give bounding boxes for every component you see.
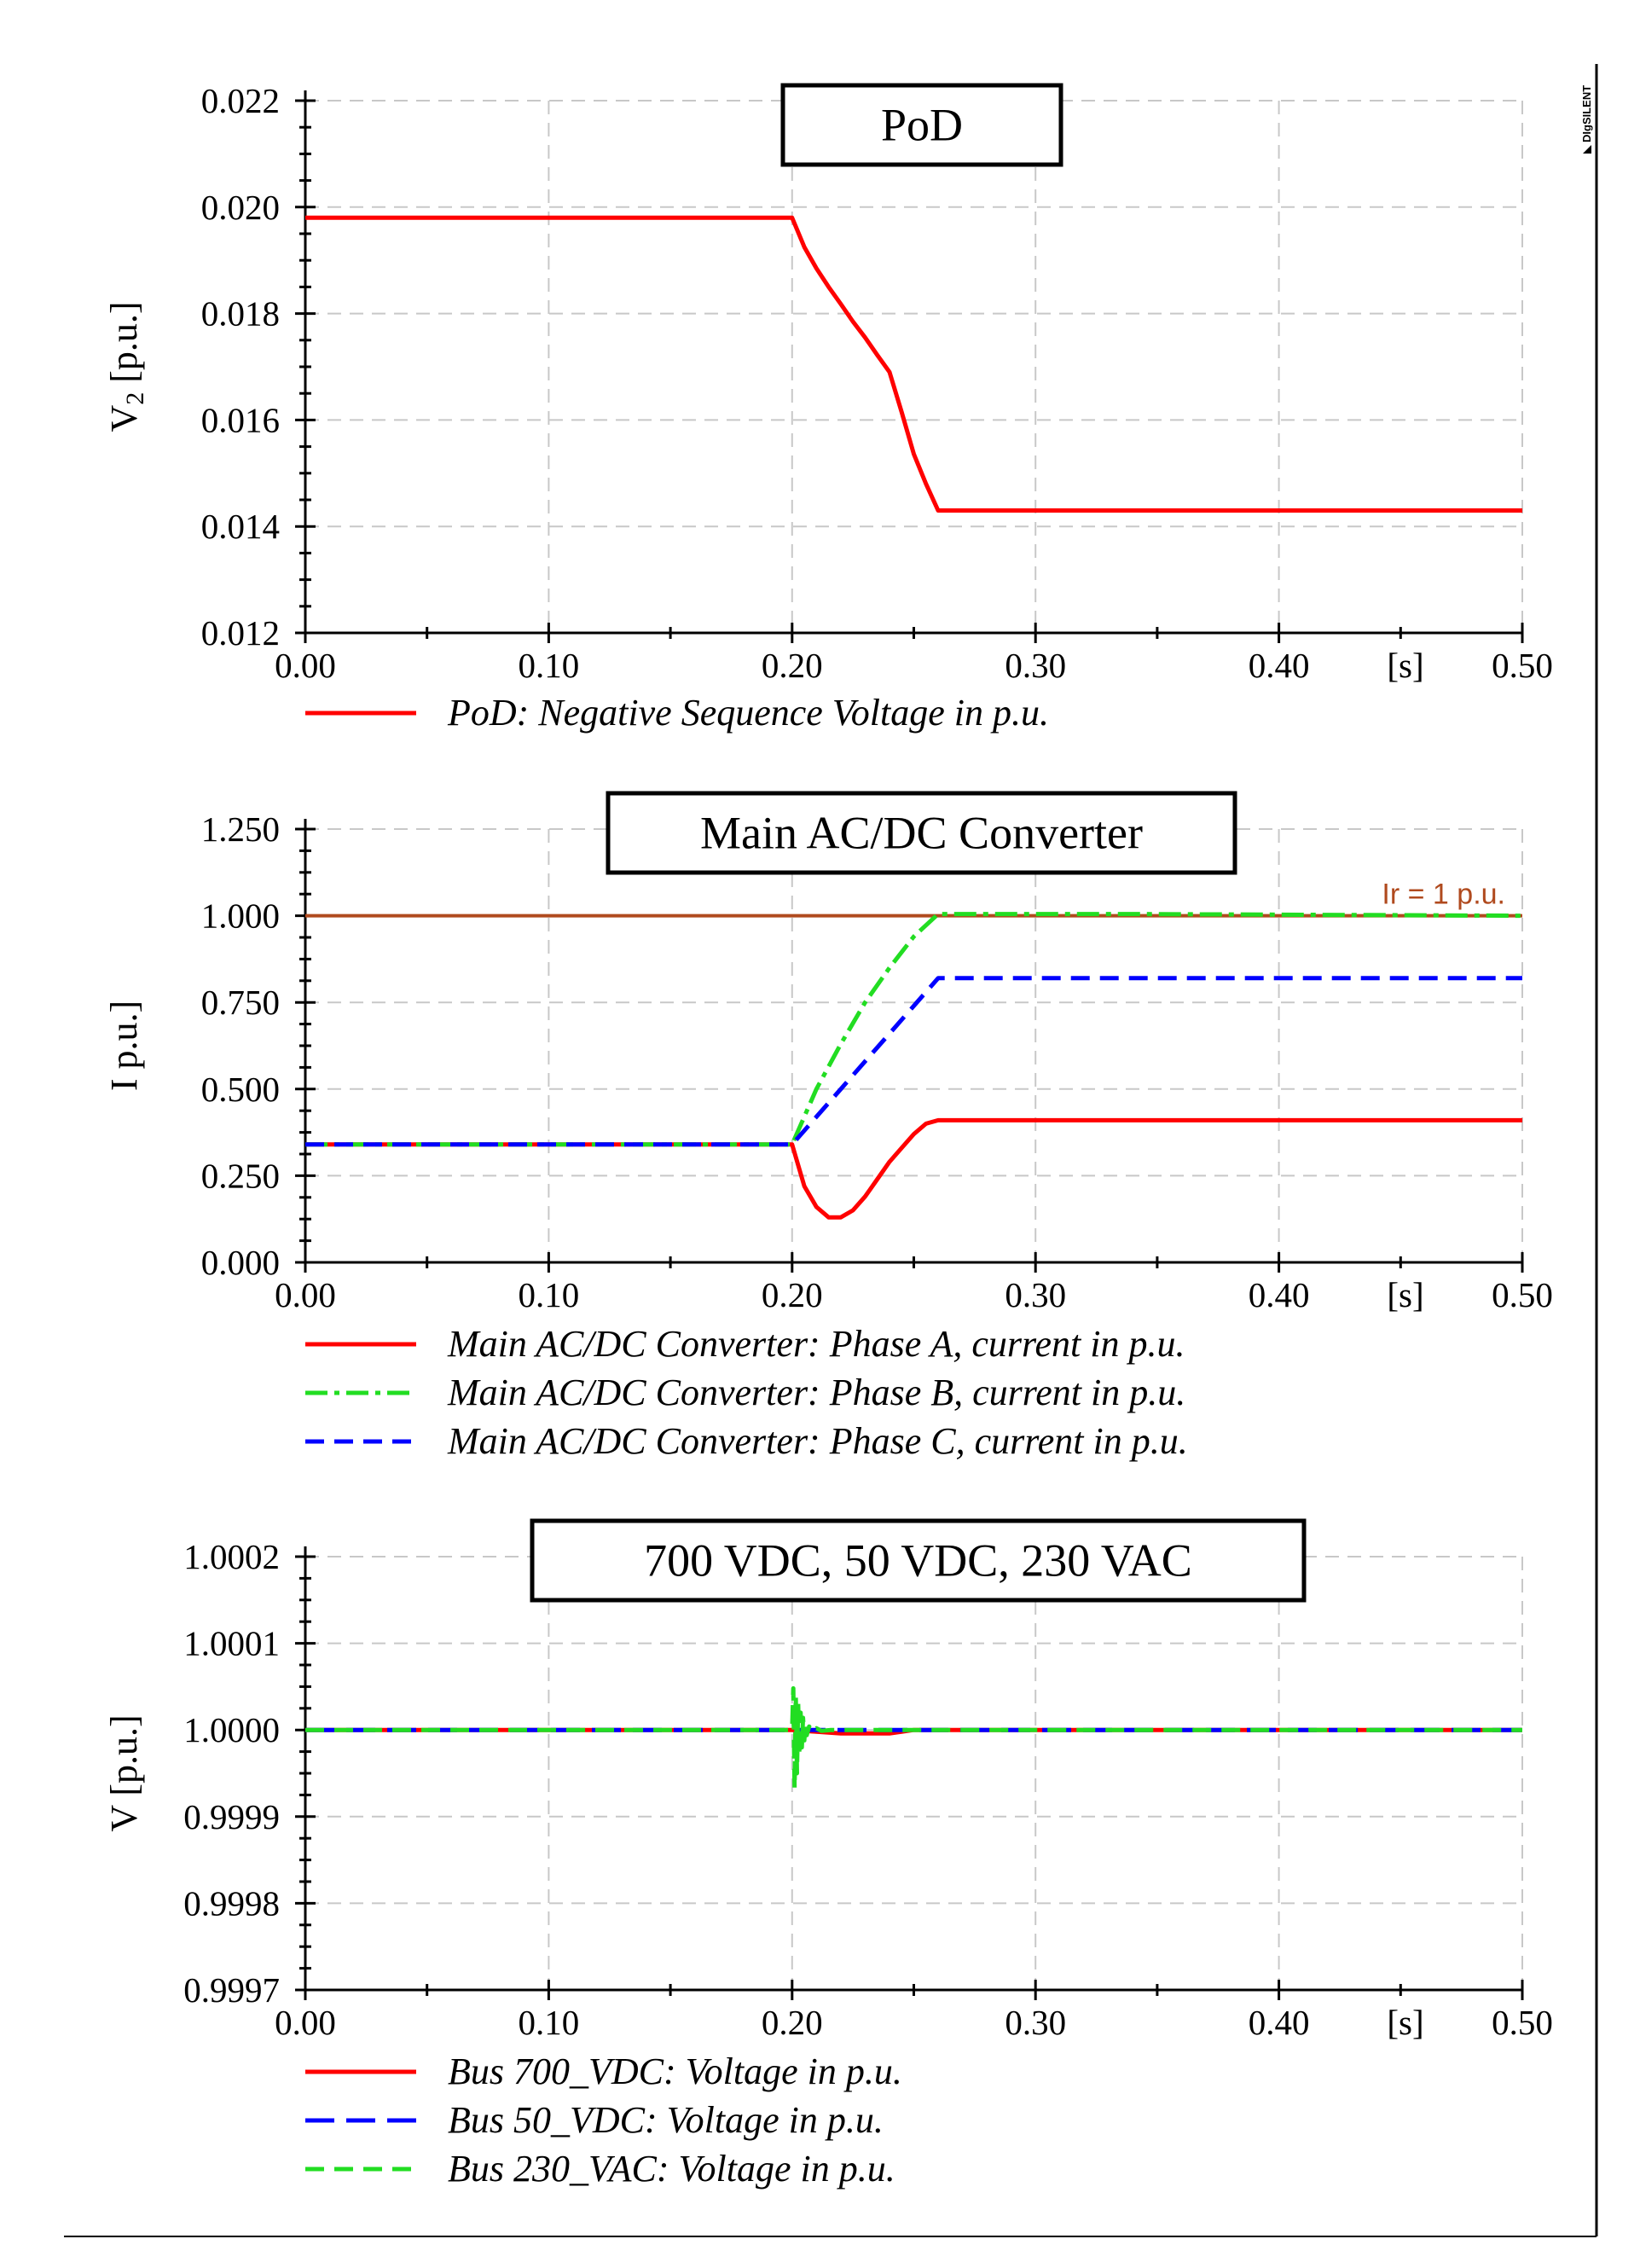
y-axis-label-main: I p.u.] (103, 1001, 145, 1091)
logo-text: DIgSILENT (1580, 85, 1593, 142)
y-tick-label: 0.250 (201, 1156, 280, 1195)
chart-title: 700 VDC, 50 VDC, 230 VAC (644, 1535, 1192, 1586)
y-axis-label: I p.u.] (103, 1001, 145, 1091)
y-tick-label: 0.9998 (183, 1883, 280, 1923)
chart-title: Main AC/DC Converter (700, 808, 1143, 859)
logo-triangle-icon (1583, 145, 1591, 154)
y-axis-label-subscript: 2 (121, 392, 149, 405)
y-axis-label: V [p.u.] (103, 1714, 145, 1831)
series-line-3 (305, 1685, 1522, 1791)
chart-panel-converter: 0.000 0.250 0.500 0.750 1.000 1.250 0.00 0.10 0.… (103, 791, 1553, 1462)
chart-title-box (606, 791, 1237, 875)
x-axis-label: [s] (1387, 2003, 1423, 2042)
y-tick-label: 1.0002 (183, 1537, 280, 1576)
reference-line-label: Ir = 1 p.u. (1382, 879, 1505, 911)
legend-entry-3: Main AC/DC Converter: Phase C, current i… (447, 1420, 1188, 1462)
x-tick-label: 0.20 (762, 1275, 823, 1314)
y-tick-label: 0.018 (201, 294, 280, 334)
y-tick-label: 1.0001 (183, 1624, 280, 1663)
y-axis-label: V2 [p.u.] (103, 301, 149, 432)
series-line-3 (305, 976, 1522, 1147)
legend-entry-3: Bus 230_VAC: Voltage in p.u. (448, 2148, 895, 2190)
y-tick-label: 0.016 (201, 400, 280, 439)
legend-entry-2: Main AC/DC Converter: Phase B, current i… (447, 1372, 1185, 1413)
chart-panel-bus-voltages: 0.9997 0.9998 0.9999 1.0000 1.0001 1.0002 0.00… (103, 1518, 1553, 2190)
y-axis-label-main: V [p.u.] (103, 1714, 145, 1831)
x-tick-label: 0.30 (1005, 1275, 1066, 1314)
x-tick-label: 0.10 (519, 646, 580, 685)
y-tick-label: 1.250 (201, 809, 280, 849)
x-tick-label: 0.10 (519, 1275, 580, 1314)
x-tick-label: 0.40 (1249, 2003, 1310, 2042)
digsilent-logo: DIgSILENT (1580, 85, 1593, 154)
x-tick-label: 0.40 (1249, 1275, 1310, 1314)
y-tick-label: 0.020 (201, 188, 280, 227)
y-tick-label: 0.014 (201, 507, 280, 546)
x-tick-label: 0.40 (1249, 646, 1310, 685)
y-tick-label: 0.9999 (183, 1797, 280, 1836)
series-line-1 (305, 1117, 1522, 1220)
legend-entry-1: PoD: Negative Sequence Voltage in p.u. (447, 692, 1049, 734)
x-tick-label: 0.50 (1492, 646, 1553, 685)
x-tick-label: 0.10 (519, 2003, 580, 2042)
series-line-2 (305, 912, 1523, 1147)
x-tick-label: 0.00 (275, 1275, 336, 1314)
y-tick-label: 0.012 (201, 613, 280, 653)
legend-entry-1: Main AC/DC Converter: Phase A, current i… (447, 1323, 1185, 1365)
x-axis-label: [s] (1387, 1275, 1423, 1314)
x-tick-label: 0.50 (1492, 1275, 1553, 1314)
x-tick-label: 0.30 (1005, 2003, 1066, 2042)
chart-title-box (530, 1518, 1307, 1603)
y-tick-label: 0.500 (201, 1070, 280, 1109)
chart-panel-pod: 0.012 0.014 0.016 0.018 0.020 0.022 0.00 0.10 0.… (103, 81, 1553, 734)
legend-entry-2: Bus 50_VDC: Voltage in p.u. (448, 2099, 884, 2141)
y-axis-label-unit: [p.u.] (103, 301, 145, 392)
x-axis-label: [s] (1387, 646, 1423, 685)
y-tick-label: 1.000 (201, 896, 280, 936)
x-tick-label: 0.00 (275, 646, 336, 685)
legend-entry-1: Bus 700_VDC: Voltage in p.u. (448, 2050, 902, 2092)
x-tick-label: 0.50 (1492, 2003, 1553, 2042)
y-tick-label: 1.0000 (183, 1710, 280, 1749)
y-tick-label: 0.750 (201, 983, 280, 1022)
chart-title-box (780, 83, 1063, 167)
y-tick-label: 0.9997 (183, 1970, 280, 2010)
y-tick-label: 0.000 (201, 1243, 280, 1282)
series-line-1 (305, 215, 1522, 513)
x-tick-label: 0.30 (1005, 646, 1066, 685)
x-tick-label: 0.00 (275, 2003, 336, 2042)
x-tick-label: 0.20 (762, 646, 823, 685)
chart-title: PoD (881, 100, 963, 151)
y-axis-label-main: V (103, 405, 145, 432)
y-tick-label: 0.022 (201, 81, 280, 120)
x-tick-label: 0.20 (762, 2003, 823, 2042)
